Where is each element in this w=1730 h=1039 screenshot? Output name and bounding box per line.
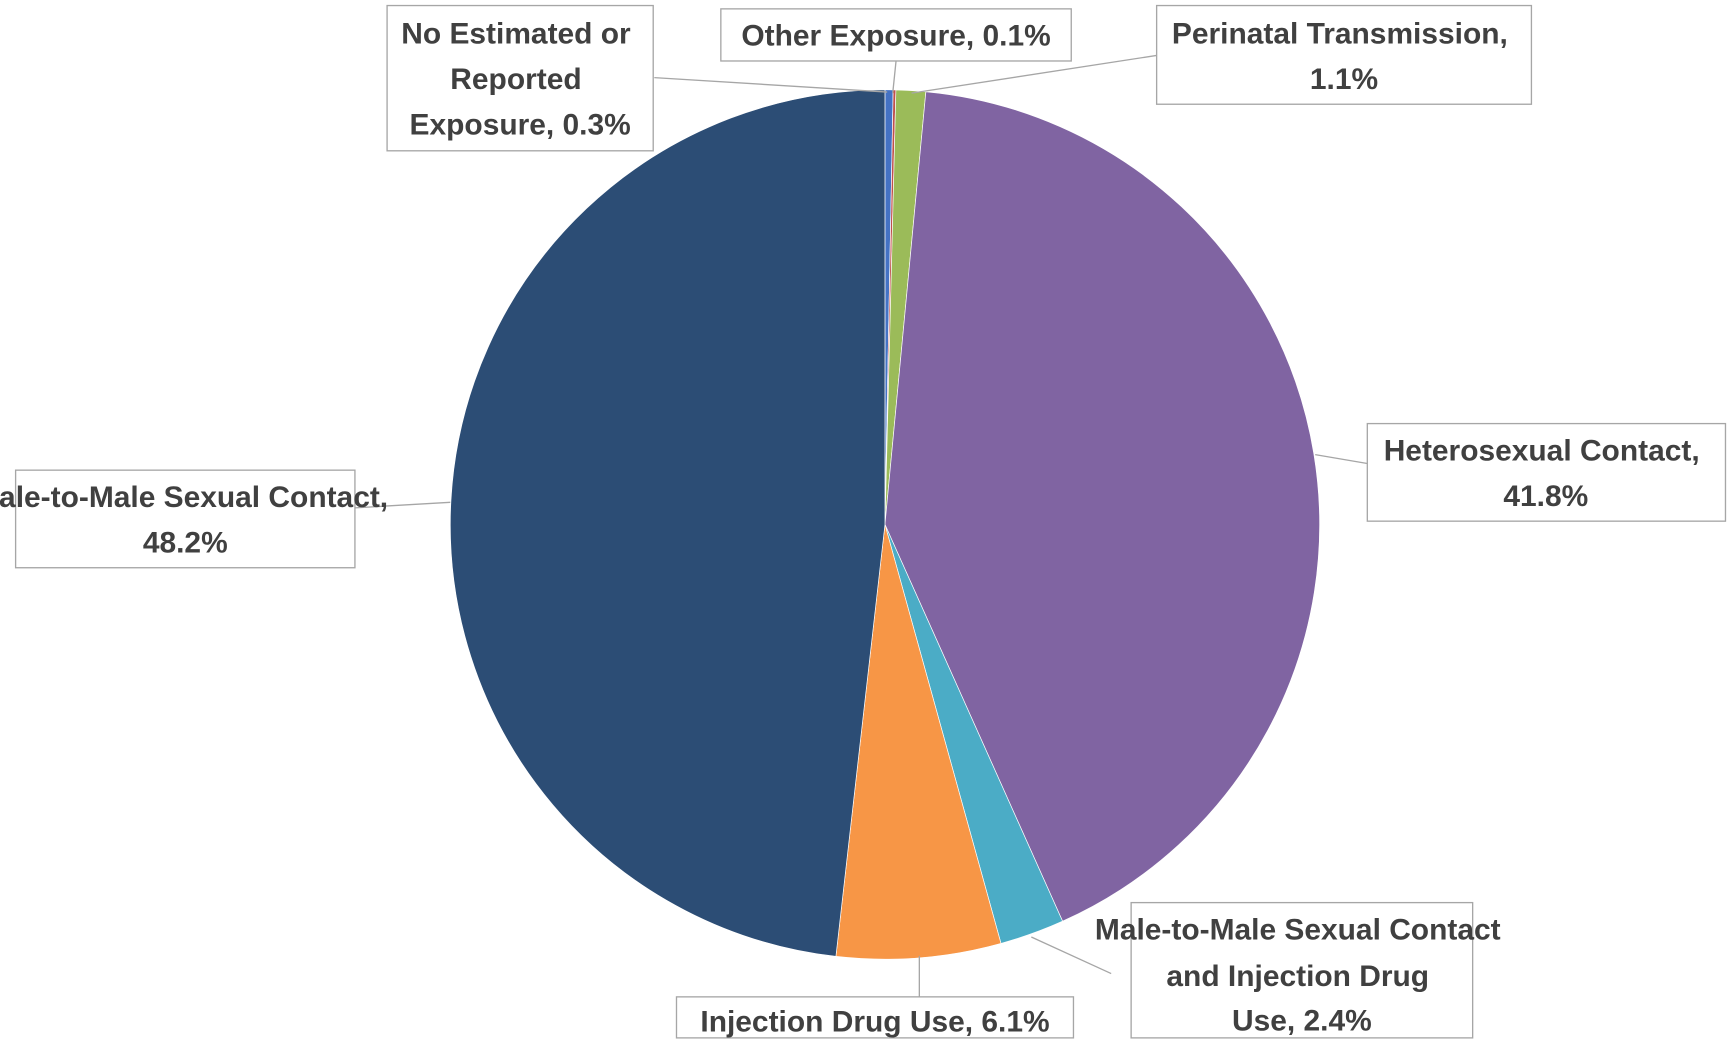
leader-line <box>911 54 1157 94</box>
pie-slice <box>450 89 886 957</box>
label-line: 48.2% <box>143 526 228 559</box>
label-box <box>1130 901 1474 1039</box>
label-line: Perinatal Transmission, <box>1172 17 1516 50</box>
leader-line <box>892 60 897 94</box>
data-label: Heterosexual Contact, 41.8% <box>1384 434 1708 512</box>
leader-line <box>354 501 451 509</box>
label-box <box>1155 4 1533 105</box>
label-line: Injection Drug Use, 6.1% <box>700 1005 1049 1038</box>
label-box <box>675 996 1075 1039</box>
label-line: Male-to-Male Sexual Contact, <box>0 481 396 514</box>
label-line: Reported <box>450 63 590 96</box>
label-box <box>386 4 654 152</box>
data-label: Other Exposure, 0.1% <box>741 20 1050 53</box>
pie-slice <box>884 91 1320 922</box>
label-line: 1.1% <box>1310 63 1378 96</box>
leader-line <box>1315 453 1368 465</box>
leader-line <box>654 76 888 93</box>
label-line: 41.8% <box>1503 480 1588 513</box>
data-label: Male-to-Male Sexual Contact, 48.2% <box>0 481 396 559</box>
leader-line <box>1031 936 1112 975</box>
label-box <box>1366 422 1727 522</box>
data-label: Male-to-Male Sexual Contact and Injectio… <box>1095 913 1509 1037</box>
data-label: No Estimated or Reported Exposure, 0.3% <box>401 17 639 141</box>
label-line: Use, 2.4% <box>1232 1004 1372 1037</box>
data-label: Injection Drug Use, 6.1% <box>700 1005 1049 1038</box>
label-line: and Injection Drug <box>1166 960 1437 993</box>
label-line: No Estimated or <box>401 17 639 50</box>
label-box <box>720 8 1072 62</box>
label-box <box>14 469 356 569</box>
label-line: Other Exposure, 0.1% <box>741 20 1050 53</box>
label-line: Heterosexual Contact, <box>1384 434 1708 467</box>
data-label: Perinatal Transmission, 1.1% <box>1172 17 1516 95</box>
label-line: Exposure, 0.3% <box>410 108 631 141</box>
label-line: Male-to-Male Sexual Contact <box>1095 913 1509 946</box>
